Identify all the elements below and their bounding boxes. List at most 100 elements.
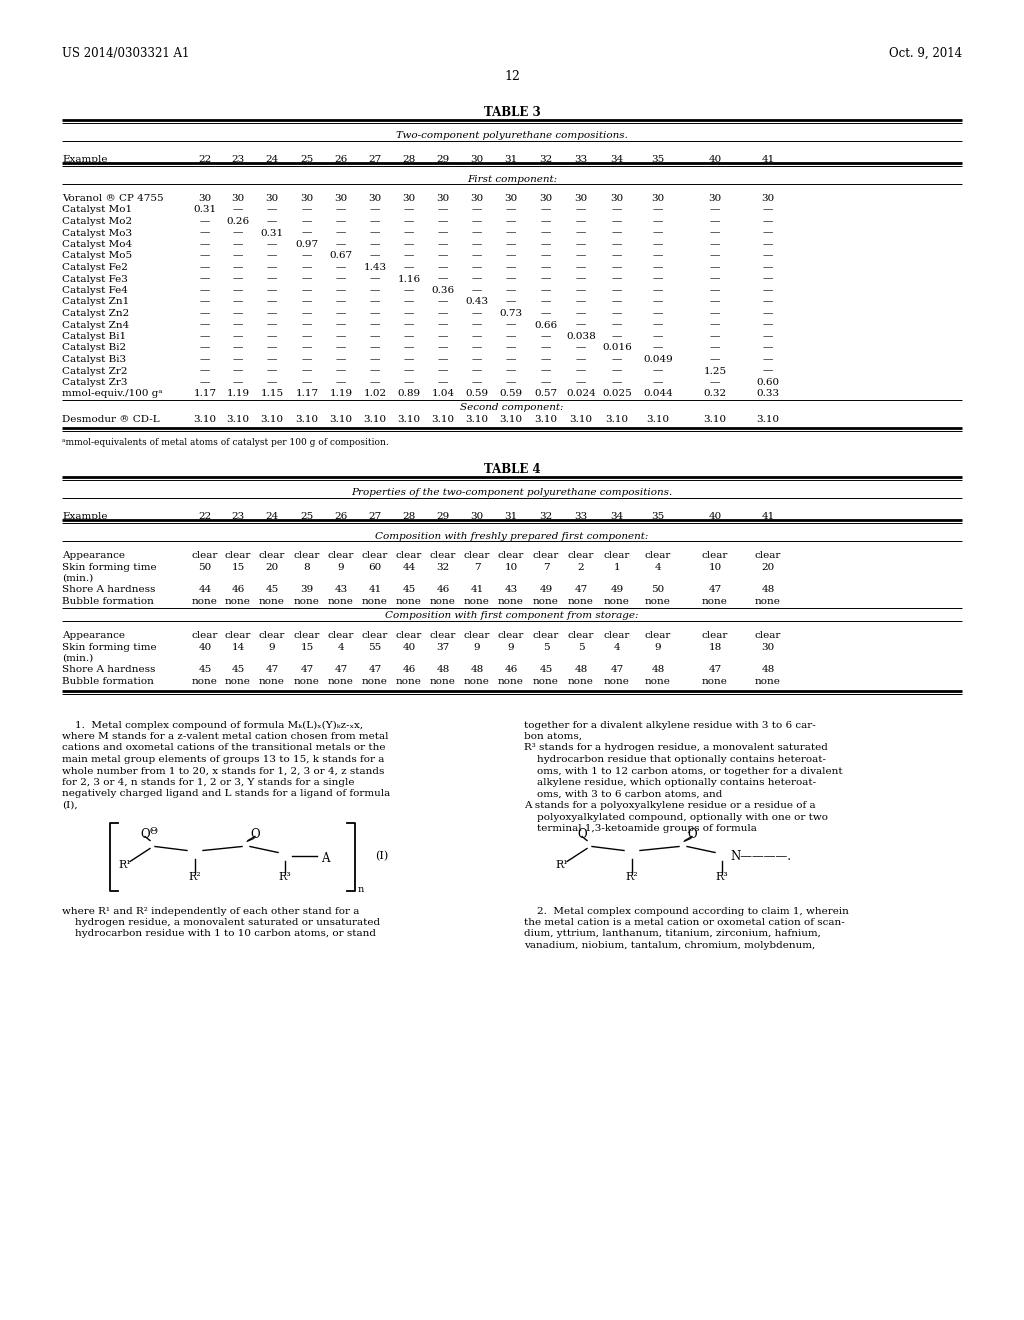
Text: —: — <box>763 333 773 341</box>
Text: —: — <box>438 343 449 352</box>
Text: 9: 9 <box>338 562 344 572</box>
Text: —: — <box>370 240 380 249</box>
Text: —: — <box>653 309 664 318</box>
Text: 48: 48 <box>470 665 483 675</box>
Text: 0.60: 0.60 <box>757 378 779 387</box>
Text: 29: 29 <box>436 512 450 521</box>
Text: —: — <box>232 309 243 318</box>
Text: —: — <box>403 367 414 375</box>
Text: none: none <box>498 677 524 686</box>
Text: none: none <box>225 677 251 686</box>
Text: —: — <box>232 343 243 352</box>
Text: Catalyst Zr2: Catalyst Zr2 <box>62 367 128 375</box>
Text: Catalyst Mo4: Catalyst Mo4 <box>62 240 132 249</box>
Text: Catalyst Fe4: Catalyst Fe4 <box>62 286 128 294</box>
Text: —: — <box>763 206 773 214</box>
Text: 30: 30 <box>402 194 416 203</box>
Text: clear: clear <box>430 550 456 560</box>
Text: —: — <box>710 228 720 238</box>
Text: —: — <box>232 263 243 272</box>
Text: —: — <box>506 343 516 352</box>
Text: clear: clear <box>645 631 671 640</box>
Text: —: — <box>403 228 414 238</box>
Text: —: — <box>336 367 346 375</box>
Text: 3.10: 3.10 <box>226 414 250 424</box>
Text: vanadium, niobium, tantalum, chromium, molybdenum,: vanadium, niobium, tantalum, chromium, m… <box>524 941 815 950</box>
Text: 1.17: 1.17 <box>296 389 318 399</box>
Text: 2: 2 <box>578 562 585 572</box>
Text: —: — <box>506 240 516 249</box>
Text: —: — <box>541 252 551 260</box>
Text: none: none <box>193 597 218 606</box>
Text: 3.10: 3.10 <box>330 414 352 424</box>
Text: 1.02: 1.02 <box>364 389 387 399</box>
Text: 40: 40 <box>402 643 416 652</box>
Text: —: — <box>653 343 664 352</box>
Text: —: — <box>611 321 623 330</box>
Text: —: — <box>232 378 243 387</box>
Text: 10: 10 <box>505 562 517 572</box>
Text: 3.10: 3.10 <box>260 414 284 424</box>
Text: —: — <box>438 206 449 214</box>
Text: —: — <box>267 263 278 272</box>
Text: R³: R³ <box>716 873 728 883</box>
Text: (I),: (I), <box>62 801 78 810</box>
Text: —: — <box>653 228 664 238</box>
Text: 20: 20 <box>762 562 774 572</box>
Text: —: — <box>336 263 346 272</box>
Text: —: — <box>438 309 449 318</box>
Text: —: — <box>200 333 210 341</box>
Text: 15: 15 <box>300 643 313 652</box>
Text: —: — <box>653 216 664 226</box>
Text: —: — <box>370 297 380 306</box>
Text: —: — <box>336 321 346 330</box>
Text: clear: clear <box>755 550 781 560</box>
Text: —: — <box>541 355 551 364</box>
Text: —: — <box>653 367 664 375</box>
Text: none: none <box>430 597 456 606</box>
Text: none: none <box>294 677 319 686</box>
Text: —: — <box>336 343 346 352</box>
Text: Desmodur ® CD-L: Desmodur ® CD-L <box>62 414 160 424</box>
Text: 41: 41 <box>470 586 483 594</box>
Text: none: none <box>396 677 422 686</box>
Text: 46: 46 <box>402 665 416 675</box>
Text: 3.10: 3.10 <box>757 414 779 424</box>
Text: A stands for a polyoxyalkylene residue or a residue of a: A stands for a polyoxyalkylene residue o… <box>524 801 816 810</box>
Text: —: — <box>403 252 414 260</box>
Text: 47: 47 <box>709 586 722 594</box>
Text: —: — <box>710 321 720 330</box>
Text: 3.10: 3.10 <box>703 414 727 424</box>
Text: 1.16: 1.16 <box>397 275 421 284</box>
Text: —: — <box>302 367 312 375</box>
Text: oms, with 1 to 12 carbon atoms, or together for a divalent: oms, with 1 to 12 carbon atoms, or toget… <box>524 767 843 776</box>
Text: bon atoms,: bon atoms, <box>524 733 582 741</box>
Text: —: — <box>336 309 346 318</box>
Text: 32: 32 <box>436 562 450 572</box>
Text: —: — <box>506 333 516 341</box>
Text: 30: 30 <box>762 194 774 203</box>
Text: —: — <box>710 286 720 294</box>
Text: —: — <box>267 240 278 249</box>
Text: 7: 7 <box>543 562 549 572</box>
Text: cations and oxometal cations of the transitional metals or the: cations and oxometal cations of the tran… <box>62 743 385 752</box>
Text: —: — <box>611 286 623 294</box>
Text: 3.10: 3.10 <box>646 414 670 424</box>
Text: —: — <box>575 240 586 249</box>
Text: none: none <box>225 597 251 606</box>
Text: 47: 47 <box>709 665 722 675</box>
Text: —: — <box>302 263 312 272</box>
Text: 3.10: 3.10 <box>466 414 488 424</box>
Text: TABLE 3: TABLE 3 <box>483 106 541 119</box>
Text: where R¹ and R² independently of each other stand for a: where R¹ and R² independently of each ot… <box>62 907 359 916</box>
Text: —: — <box>302 321 312 330</box>
Text: 1.15: 1.15 <box>260 389 284 399</box>
Text: 30: 30 <box>574 194 588 203</box>
Text: R²: R² <box>626 873 638 883</box>
Text: 30: 30 <box>709 194 722 203</box>
Text: O: O <box>578 829 587 842</box>
Text: 44: 44 <box>199 586 212 594</box>
Text: clear: clear <box>396 631 422 640</box>
Text: Catalyst Bi3: Catalyst Bi3 <box>62 355 126 364</box>
Text: —: — <box>232 297 243 306</box>
